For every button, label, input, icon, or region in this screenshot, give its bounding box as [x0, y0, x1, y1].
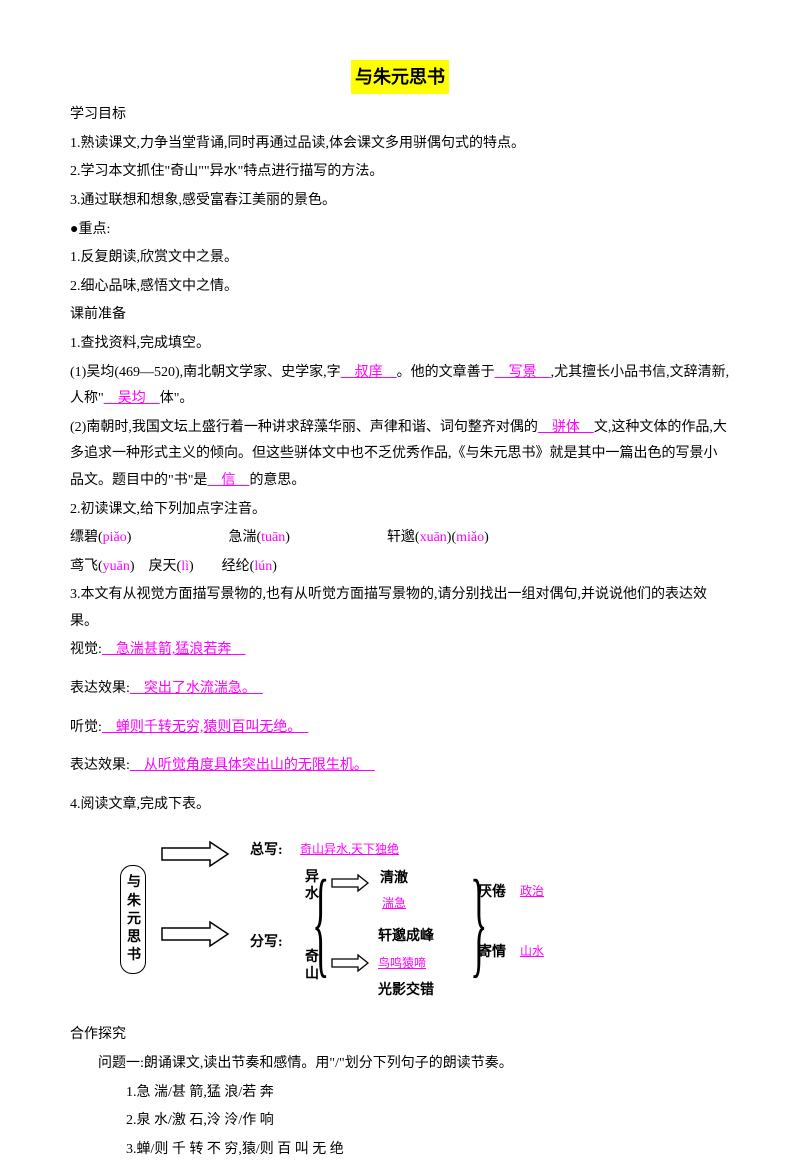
diagram-label: 清澈 — [380, 866, 408, 893]
effect-row: 表达效果: 突出了水流湍急。 — [70, 676, 730, 703]
title-wrap: 与朱元思书 — [70, 60, 730, 94]
text: 问题一:朗诵课文,读出节奏和感情。用"/"划分下列句子的朗读节奏。 — [70, 1051, 730, 1078]
arrow-icon — [330, 954, 370, 972]
text: )( — [447, 530, 456, 545]
text: 2.泉 水/激 石,泠 泠/作 响 — [70, 1108, 730, 1135]
section-heading: 课前准备 — [70, 302, 730, 329]
arrow-icon — [330, 874, 370, 892]
diagram-book-title: 与朱元思书 — [120, 865, 146, 974]
answer: 蝉则千转无穷,猿则百叫无绝。 — [102, 720, 309, 735]
effect-row-2: 表达效果: 从听觉角度具体突出山的无限生机。 — [70, 753, 730, 780]
diagram-label: 分写: — [250, 930, 283, 957]
text: 1.熟读课文,力争当堂背诵,同时再通过品读,体会课文多用骈偶句式的特点。 — [70, 131, 730, 158]
text: 3.蝉/则 千 转 不 穷,猿/则 百 叫 无 绝 — [70, 1137, 730, 1163]
text: 2.细心品味,感悟文中之情。 — [70, 274, 730, 301]
text: 4.阅读文章,完成下表。 — [70, 792, 730, 819]
text: ) 戾天( — [130, 559, 181, 574]
section-heading: 合作探究 — [70, 1022, 730, 1049]
pinyin: tuān — [261, 530, 285, 545]
label: 表达效果: — [70, 758, 130, 773]
pinyin-row-2: 鸢飞(yuān) 戾天(lì) 经纶(lún) — [70, 554, 730, 581]
text: 1.急 湍/甚 箭,猛 浪/若 奔 — [70, 1080, 730, 1107]
fill-blank-2: (2)南朝时,我国文坛上盛行着一种讲求辞藻华丽、声律和谐、词句整齐对偶的 骈体 … — [70, 415, 730, 495]
text: 1.查找资料,完成填空。 — [70, 331, 730, 358]
label: 视觉: — [70, 642, 102, 657]
diagram-label: 异水 — [305, 870, 321, 904]
answer: 信 — [207, 473, 249, 488]
visual-row: 视觉: 急湍甚箭,猛浪若奔 — [70, 637, 730, 664]
pinyin: yuān — [103, 559, 130, 574]
answer: 写景 — [495, 365, 551, 380]
hearing-row: 听觉: 蝉则千转无穷,猿则百叫无绝。 — [70, 715, 730, 742]
text: 2.初读课文,给下列加点字注音。 — [70, 497, 730, 524]
answer: 从听觉角度具体突出山的无限生机。 — [130, 758, 375, 773]
fill-blank-1: (1)吴均(469—520),南北朝文学家、史学家,字 叔庠 。他的文章善于 写… — [70, 360, 730, 413]
text: ) — [272, 559, 277, 574]
text: 体"。 — [160, 391, 194, 406]
diagram-label: 厌倦 — [478, 880, 506, 907]
text: 轩邈( — [387, 530, 420, 545]
diagram-answer: 鸟鸣猿啼 — [378, 952, 426, 975]
diagram-label: 光影交错 — [378, 978, 434, 1005]
text: ) — [484, 530, 489, 545]
pinyin: xuān — [420, 530, 447, 545]
answer: 叔庠 — [341, 365, 397, 380]
label: 听觉: — [70, 720, 102, 735]
diagram-answer: 政治 — [520, 880, 544, 903]
text: 2.学习本文抓住"奇山""异水"特点进行描写的方法。 — [70, 159, 730, 186]
text: ) — [285, 530, 290, 545]
text: 。他的文章善于 — [397, 365, 495, 380]
text: 缥碧( — [70, 530, 103, 545]
diagram-label: 奇山 — [305, 950, 321, 984]
arrow-icon — [160, 840, 230, 868]
section-heading: 学习目标 — [70, 102, 730, 129]
answer: 突出了水流湍急。 — [130, 681, 263, 696]
pinyin: lún — [254, 559, 272, 574]
text: 的意思。 — [249, 473, 305, 488]
diagram-answer: 湍急 — [382, 892, 406, 915]
pinyin: miǎo — [456, 530, 484, 545]
page-title: 与朱元思书 — [351, 60, 449, 94]
pinyin: lì — [181, 559, 189, 574]
label: 表达效果: — [70, 681, 130, 696]
diagram-answer: 山水 — [520, 940, 544, 963]
structure-diagram: 与朱元思书 总写: 奇山异水,天下独绝 分写: { 异水 奇山 清澈 湍急 轩邈… — [120, 830, 730, 1010]
diagram-label: 轩邈成峰 — [378, 924, 434, 951]
text: ●重点: — [70, 217, 730, 244]
diagram-label: 寄情 — [478, 940, 506, 967]
answer: 骈体 — [538, 420, 594, 435]
pinyin-row-1: 缥碧(piǎo) 急湍(tuān) 轩邈(xuān)(miǎo) — [70, 525, 730, 552]
answer: 急湍甚箭,猛浪若奔 — [102, 642, 246, 657]
pinyin: piǎo — [103, 530, 127, 545]
answer: 吴均 — [104, 391, 160, 406]
text: ) 经纶( — [189, 559, 254, 574]
text: 3.通过联想和想象,感受富春江美丽的景色。 — [70, 188, 730, 215]
arrow-icon — [160, 920, 230, 948]
text: 1.反复朗读,欣赏文中之景。 — [70, 245, 730, 272]
text: 急湍( — [228, 530, 261, 545]
text: ) — [127, 530, 132, 545]
text: 3.本文有从视觉方面描写景物的,也有从听觉方面描写景物的,请分别找出一组对偶句,… — [70, 582, 730, 635]
text: (2)南朝时,我国文坛上盛行着一种讲求辞藻华丽、声律和谐、词句整齐对偶的 — [70, 420, 538, 435]
diagram-label: 总写: — [250, 838, 283, 865]
text: (1)吴均(469—520),南北朝文学家、史学家,字 — [70, 365, 341, 380]
text: 鸢飞( — [70, 559, 103, 574]
